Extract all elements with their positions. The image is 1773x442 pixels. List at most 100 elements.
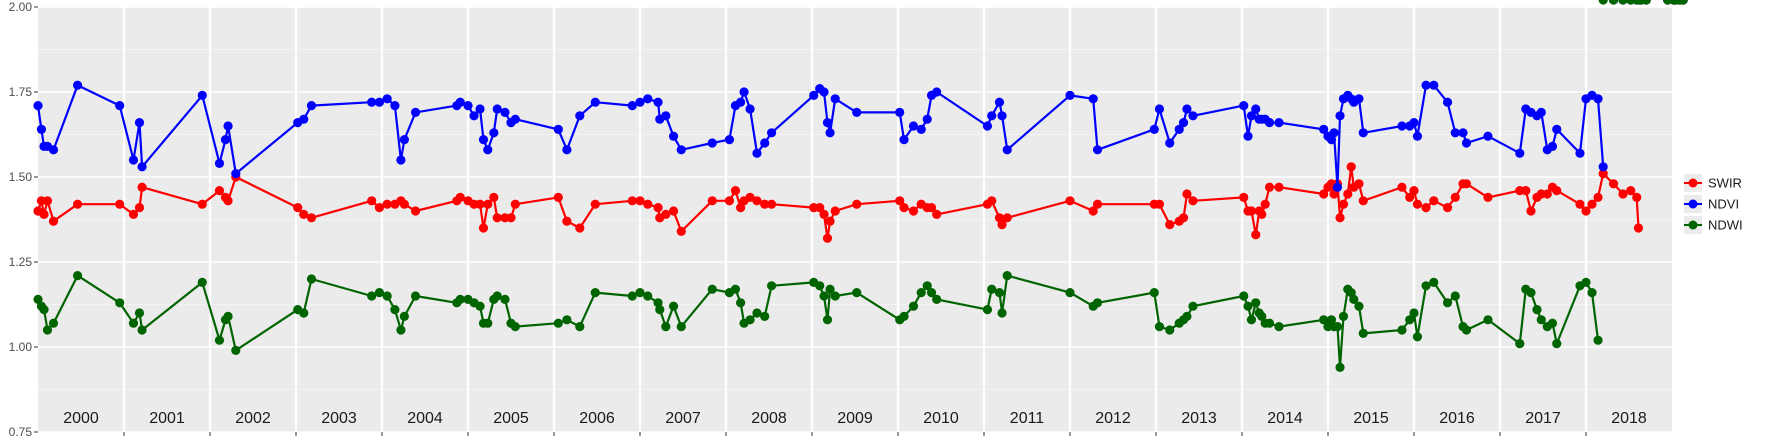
data-point-swir [822,233,833,243]
year-label: 2014 [1267,410,1303,427]
data-point-swir [653,203,663,213]
data-point-ndwi [1608,0,1619,5]
data-point-ndwi [1257,311,1267,321]
year-label: 2007 [665,410,701,427]
year-label: 2015 [1353,410,1389,427]
data-point-swir [1165,220,1175,230]
data-point-swir [134,203,145,213]
data-point-ndvi [1575,148,1585,158]
data-point-swir [553,192,563,202]
data-point-swir [1329,189,1339,199]
data-point-ndwi [707,284,717,294]
data-point-swir [575,223,585,233]
data-point-ndvi [707,138,717,148]
data-point-ndwi [830,291,840,301]
data-point-ndvi [390,101,400,111]
data-point-ndwi [1429,277,1439,287]
data-point-ndvi [736,97,746,107]
data-point-ndvi [1188,111,1198,121]
data-point-ndvi [492,104,502,114]
data-point-ndwi [1618,0,1628,5]
data-point-ndvi [510,114,520,124]
data-point-ndvi [214,158,225,168]
data-point-ndwi [635,288,645,298]
data-point-swir [510,199,520,209]
data-point-swir [590,199,600,209]
data-point-ndvi [822,118,833,128]
data-point-ndwi [1515,339,1525,349]
data-point-ndvi [1354,94,1364,104]
data-point-ndwi [475,301,485,311]
data-point-ndwi [1598,0,1608,5]
data-point-ndvi [223,121,233,131]
series-layer [33,0,1688,372]
data-point-ndvi [33,101,43,111]
data-point-ndvi [1442,97,1453,107]
data-point-swir [635,196,645,206]
data-point-swir [483,199,493,209]
data-point-ndvi [994,97,1005,107]
data-point-ndwi [730,284,741,294]
data-point-swir [1421,203,1431,213]
data-point-swir [1264,182,1275,192]
data-point-swir [661,209,671,219]
data-point-swir [760,199,770,209]
data-point-ndwi [137,325,147,335]
data-point-ndwi [231,345,241,355]
data-point-ndvi [1335,111,1345,121]
data-point-ndvi [1593,94,1603,104]
data-point-swir [299,209,309,219]
data-point-ndvi [825,128,835,138]
data-point-ndwi [197,277,207,287]
data-point-ndvi [382,94,392,104]
data-point-ndvi [997,111,1007,121]
data-point-swir [1092,199,1103,209]
data-point-swir [1581,206,1591,216]
data-point-ndwi [736,298,746,308]
year-label: 2006 [579,410,615,427]
data-point-ndwi [1581,277,1591,287]
data-point-ndvi [627,101,637,111]
data-point-ndwi [1251,298,1261,308]
data-point-swir [724,196,735,206]
data-point-ndvi [653,97,663,107]
data-point-swir [1335,213,1345,223]
data-point-swir [42,196,53,206]
data-point-ndwi [1092,298,1103,308]
year-label: 2001 [149,410,185,427]
data-point-ndvi [1332,182,1343,192]
data-point-ndvi [1412,131,1423,141]
y-tick-label: 1.75 [9,85,33,99]
data-point-ndvi [1182,104,1192,114]
data-point-ndvi [1092,145,1103,155]
data-point-ndvi [1002,145,1012,155]
data-point-swir [1442,203,1453,213]
data-point-ndwi [745,315,755,325]
data-point-swir [1526,206,1536,216]
data-point-ndvi [1319,124,1329,134]
data-point-ndvi [1264,118,1275,128]
data-point-ndwi [1536,315,1546,325]
data-point-swir [819,209,829,219]
data-point-ndwi [822,315,833,325]
data-point-swir [926,203,937,213]
data-point-ndwi [48,318,59,328]
data-point-ndvi [299,114,309,124]
data-point-swir [1626,186,1636,196]
data-point-ndwi [1354,301,1364,311]
data-point-ndwi [510,322,520,332]
data-point-ndvi [1450,128,1460,138]
data-point-ndwi [1547,318,1558,328]
data-point-ndwi [492,291,502,301]
data-point-ndwi [815,281,825,291]
data-point-swir [1182,189,1192,199]
data-point-ndvi [932,87,942,97]
data-point-swir [1608,179,1619,189]
data-point-ndwi [1239,291,1249,301]
data-point-ndvi [1088,94,1098,104]
year-label: 2003 [321,410,357,427]
data-point-ndvi [197,90,207,100]
data-point-ndvi [987,111,997,121]
data-point-swir [1461,179,1472,189]
data-point-swir [730,186,741,196]
